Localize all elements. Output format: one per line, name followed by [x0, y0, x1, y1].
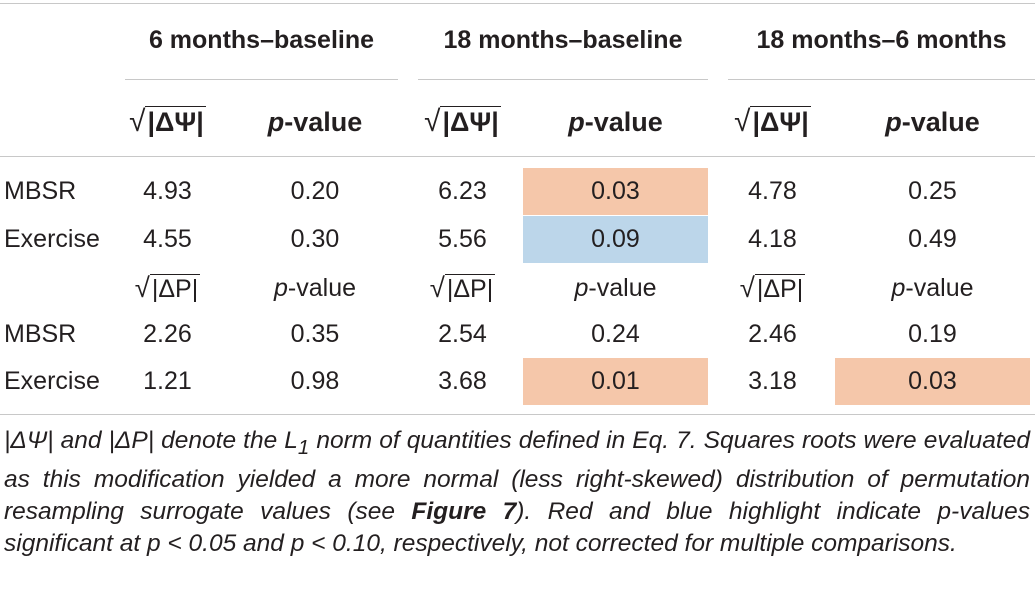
table-cell: 3.18: [748, 367, 797, 395]
table-cell-highlight-red: 0.03: [835, 358, 1030, 405]
group-underline-3: [728, 79, 1035, 80]
col-header-p-value: p-value: [885, 107, 980, 137]
table-cell: 1.21: [143, 367, 192, 395]
table-cell: 0.98: [290, 367, 340, 395]
col-header-p-value: p-value: [568, 107, 663, 137]
subheader-sqrt-delta-p: √|ΔP|: [134, 272, 201, 303]
col-header-p-value: p-value: [267, 107, 363, 137]
subheader-p-value: p-value: [891, 274, 974, 302]
table-cell: 0.19: [908, 320, 957, 348]
group-header-18m-6m: 18 months–6 months: [756, 26, 1007, 54]
table-cell-highlight-red: 0.01: [523, 358, 708, 405]
row-label-mbsr: MBSR: [4, 320, 77, 348]
table-cell: 6.23: [438, 177, 487, 205]
group-header-6m-baseline: 6 months–baseline: [148, 26, 375, 54]
table-cell: 0.25: [908, 177, 957, 205]
table-cell: 5.56: [438, 225, 487, 253]
table-cell: 3.68: [438, 367, 487, 395]
group-underline-2: [418, 79, 708, 80]
row-label-exercise: Exercise: [4, 367, 100, 395]
table-cell: 4.93: [143, 177, 192, 205]
subheader-p-value: p-value: [274, 274, 356, 302]
subheader-p-value: p-value: [574, 274, 657, 302]
group-underline-1: [125, 79, 398, 80]
row-label-mbsr: MBSR: [4, 177, 77, 205]
subheader-sqrt-delta-p: √|ΔP|: [429, 272, 496, 303]
table-cell: 4.18: [748, 225, 797, 253]
col-header-sqrt-delta-psi: √|ΔΨ|: [129, 105, 206, 138]
table-cell: 4.78: [748, 177, 797, 205]
table-cell: 0.49: [908, 225, 957, 253]
table-cell-highlight-blue: 0.09: [523, 216, 708, 263]
table-cell: 0.20: [290, 177, 340, 205]
header-rule: [0, 156, 1035, 157]
group-header-18m-baseline: 18 months–baseline: [443, 26, 683, 54]
table-cell: 0.30: [290, 225, 340, 253]
row-label-exercise: Exercise: [4, 225, 100, 253]
table-cell: 0.24: [591, 320, 640, 348]
table-cell-highlight-red: 0.03: [523, 168, 708, 215]
table-cell: 2.26: [143, 320, 192, 348]
top-rule: [0, 3, 1035, 4]
table-footnote: |ΔΨ| and |ΔP| denote the L1 norm of quan…: [4, 427, 1031, 557]
col-header-sqrt-delta-psi: √|ΔΨ|: [424, 105, 501, 138]
table-cell: 4.55: [143, 225, 192, 253]
table-cell: 0.35: [290, 320, 340, 348]
subheader-sqrt-delta-p: √|ΔP|: [739, 272, 806, 303]
bottom-rule: [0, 414, 1035, 415]
col-header-sqrt-delta-psi: √|ΔΨ|: [734, 105, 811, 138]
table-cell: 2.46: [748, 320, 797, 348]
figure-7-link[interactable]: Figure 7: [411, 497, 517, 525]
table-cell: 2.54: [438, 320, 487, 348]
